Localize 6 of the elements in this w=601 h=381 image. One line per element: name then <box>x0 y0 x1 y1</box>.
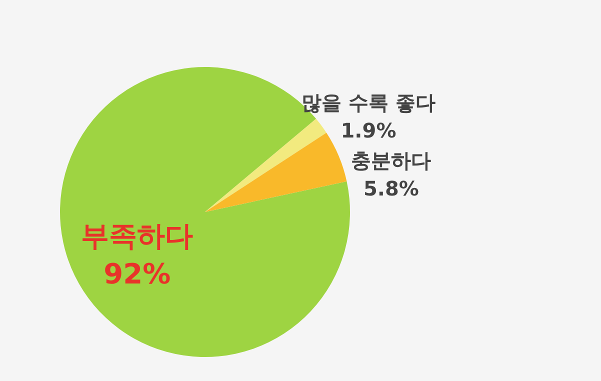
slice-label: 많을 수록 좋다 <box>302 90 436 115</box>
data-label: 1.9% <box>340 118 396 143</box>
slice-label: 충분하다 <box>351 148 432 173</box>
data-label: 92% <box>104 258 171 291</box>
data-label: 5.8% <box>363 176 419 201</box>
slice-label: 부족하다 <box>81 220 194 253</box>
